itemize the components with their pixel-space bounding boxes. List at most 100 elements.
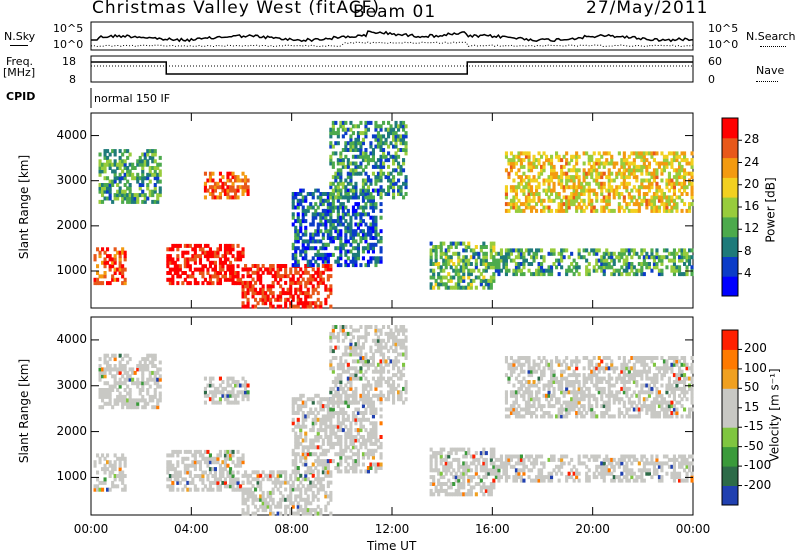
power-cell [316, 256, 320, 261]
velocity-cell [336, 421, 340, 426]
power-cell [620, 171, 624, 176]
power-cell [387, 164, 391, 169]
power-cell [514, 205, 518, 210]
power-cell [321, 246, 325, 251]
power-cell [354, 148, 358, 152]
velocity-cell [336, 362, 340, 367]
velocity-cell [339, 386, 343, 391]
power-cell [316, 284, 320, 289]
power-cell [356, 171, 360, 176]
power-cell [610, 255, 614, 260]
velocity-cell [324, 508, 328, 513]
power-cell [602, 268, 606, 273]
power-cell [299, 188, 303, 193]
power-cell [254, 291, 258, 296]
power-cell [650, 195, 654, 200]
power-cell [432, 272, 436, 277]
velocity-cell [311, 397, 315, 402]
velocity-cell [379, 369, 383, 374]
power-cell [329, 192, 333, 196]
velocity-cell [336, 376, 340, 381]
velocity-cell [387, 362, 391, 367]
velocity-cell [211, 487, 215, 492]
velocity-cell [281, 480, 285, 485]
power-cell [650, 185, 654, 190]
velocity-cell [331, 404, 335, 409]
power-cell [244, 188, 248, 193]
power-cell [592, 178, 596, 183]
velocity-cell [434, 468, 438, 473]
power-cell [366, 195, 370, 200]
velocity-cell [123, 487, 127, 492]
power-cell [625, 258, 629, 263]
power-cell [371, 225, 375, 230]
power-cell [239, 257, 243, 262]
velocity-cell [354, 373, 358, 378]
velocity-cell [349, 424, 353, 429]
velocity-cell [404, 356, 408, 360]
power-cell [672, 175, 676, 180]
velocity-cell [336, 338, 340, 343]
power-cell [374, 232, 378, 237]
velocity-cell [223, 480, 227, 485]
power-cell [361, 185, 365, 190]
power-cell [404, 148, 408, 152]
power-cell [326, 242, 330, 247]
power-cell [517, 265, 521, 270]
power-cell [600, 181, 604, 186]
power-cell [369, 192, 373, 196]
velocity-cell [570, 475, 574, 480]
power-cell [474, 258, 478, 263]
velocity-cell [331, 411, 335, 415]
power-cell [236, 254, 240, 259]
power-cell [151, 189, 155, 194]
velocity-cell [128, 401, 132, 406]
power-cell [562, 208, 566, 213]
velocity-cell [346, 462, 350, 467]
power-cell [361, 256, 365, 261]
velocity-cell [371, 452, 375, 457]
power-cell [452, 268, 456, 273]
power-cell [622, 248, 626, 253]
power-cell [186, 274, 190, 279]
power-cell [575, 161, 579, 166]
velocity-cell [289, 484, 293, 489]
power-cell [394, 141, 398, 146]
power-cell [670, 178, 674, 183]
velocity-cell [339, 452, 343, 457]
velocity-cell [349, 435, 353, 439]
velocity-cell [374, 380, 378, 384]
power-cell [329, 225, 333, 230]
velocity-cell [514, 475, 518, 480]
power-cell [371, 208, 375, 213]
power-cell [630, 171, 634, 176]
power-cell [602, 258, 606, 263]
power-cell [304, 219, 308, 224]
velocity-cell [444, 492, 448, 497]
power-cell [384, 192, 388, 196]
velocity-cell [371, 414, 375, 419]
power-cell [351, 229, 355, 234]
power-cell [530, 161, 534, 166]
velocity-cell [444, 457, 448, 462]
power-cell [111, 260, 115, 265]
velocity-cell [331, 459, 335, 464]
velocity-cell [366, 366, 370, 371]
power-cell [530, 255, 534, 260]
power-cell [577, 202, 581, 207]
power-cell [620, 161, 624, 166]
velocity-cell [329, 441, 333, 446]
velocity-cell [329, 414, 333, 419]
velocity-cell [379, 342, 383, 347]
velocity-cell [354, 386, 358, 391]
power-cell [279, 284, 283, 289]
velocity-cell [429, 447, 433, 452]
velocity-cell [432, 492, 436, 497]
power-cell [504, 154, 508, 159]
power-cell [359, 161, 363, 166]
velocity-cell [319, 452, 323, 457]
velocity-cell [356, 448, 360, 453]
power-cell [319, 239, 323, 244]
power-cell [294, 259, 298, 264]
power-cell [527, 161, 531, 166]
